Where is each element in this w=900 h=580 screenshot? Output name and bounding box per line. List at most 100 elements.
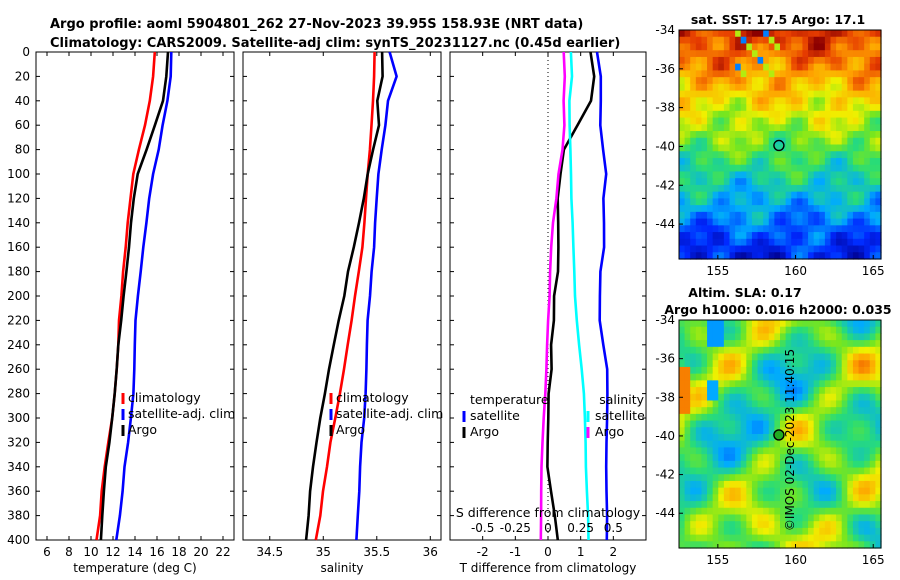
map-cell [701,400,708,408]
map-cell [751,97,759,105]
map-cell [751,340,759,348]
map-cell [746,393,753,402]
sdiff-tick-label: 0 [544,521,552,535]
map-cell [690,340,697,348]
map-cell [841,340,848,348]
map-cell [740,90,747,98]
map-cell [707,460,714,469]
map-cell [824,521,832,529]
map-cell [751,171,759,179]
map-cell [841,144,848,152]
map-cell [679,70,686,78]
map-cell [802,157,809,166]
map-cell [723,97,731,105]
map-cell [746,527,753,536]
map-cell [836,218,843,226]
map-cell [751,353,759,361]
map-cell [802,97,809,105]
map-cell [712,30,719,38]
map-cell [780,83,787,92]
map-cell [729,131,736,139]
salinity-panel: 34.5 35 35.5 36salinityclimatologysatellite… [242,51,443,575]
map-cell [684,387,691,395]
map-cell [768,198,775,206]
map-cell [796,494,804,502]
map-cell [813,387,820,395]
map-cell [858,225,865,233]
map-cell [690,232,697,240]
map-cell [875,393,882,402]
map-cell [735,501,742,509]
map-cell [824,97,832,105]
map-cell [774,232,781,240]
map-cell [701,124,708,132]
map-cell [763,340,770,348]
map-cell [746,360,753,368]
map-cell [729,90,736,98]
map-cell [830,164,837,173]
map-cell [707,333,714,341]
map-cell [740,110,747,119]
map-cell [785,400,792,408]
map-cell [841,427,848,435]
map-cell [690,131,697,139]
map-cell [718,131,725,139]
map-cell [785,340,792,348]
map-cell [679,407,686,415]
map-cell [780,454,787,462]
map-cell [695,440,703,449]
map-cell [847,494,854,502]
map-cell [684,407,691,415]
map-cell [791,30,798,38]
map-cell [690,440,697,449]
map-cell [707,373,714,381]
map-cell [791,427,798,435]
map-cell [718,340,725,348]
map-cell [824,171,832,179]
map-cell [751,238,759,247]
map-cell [707,137,714,146]
map-cell [723,400,731,408]
map-cell [841,521,848,529]
map-cell [836,104,843,112]
map-cell [695,420,703,428]
map-cell [707,245,714,253]
map-cell [751,245,759,253]
map-cell [836,333,843,341]
map-cell [774,131,781,139]
map-cell [813,400,820,408]
map-cell [841,50,848,58]
map-cell [864,131,871,139]
map-cell [707,63,714,72]
map-cell [774,501,781,509]
map-cell [780,353,787,361]
map-cell [763,164,770,173]
map-cell [819,238,826,247]
map-cell [864,480,871,489]
map-cell [785,110,792,119]
map-cell [729,63,736,72]
map-cell [729,534,736,542]
map-cell [735,340,742,348]
temp-legend-item: Argo [470,424,499,439]
map-cell [808,164,815,173]
map-cell [740,440,747,449]
map-cell [796,198,804,206]
map-cell [808,90,815,98]
map-cell [796,124,804,132]
map-cell [690,50,697,58]
map-cell [869,97,876,105]
map-cell [808,110,815,119]
map-cell [763,320,770,328]
map-cell [830,400,837,408]
map-cell [858,487,865,495]
map-cell [735,407,742,415]
map-cell [735,440,742,449]
map-cell [684,131,691,139]
map-cell [774,104,781,112]
map-cell [864,494,871,502]
map-cell [690,507,697,516]
map-cell [852,232,860,240]
map-cell [718,541,725,549]
map-cell [852,353,860,361]
